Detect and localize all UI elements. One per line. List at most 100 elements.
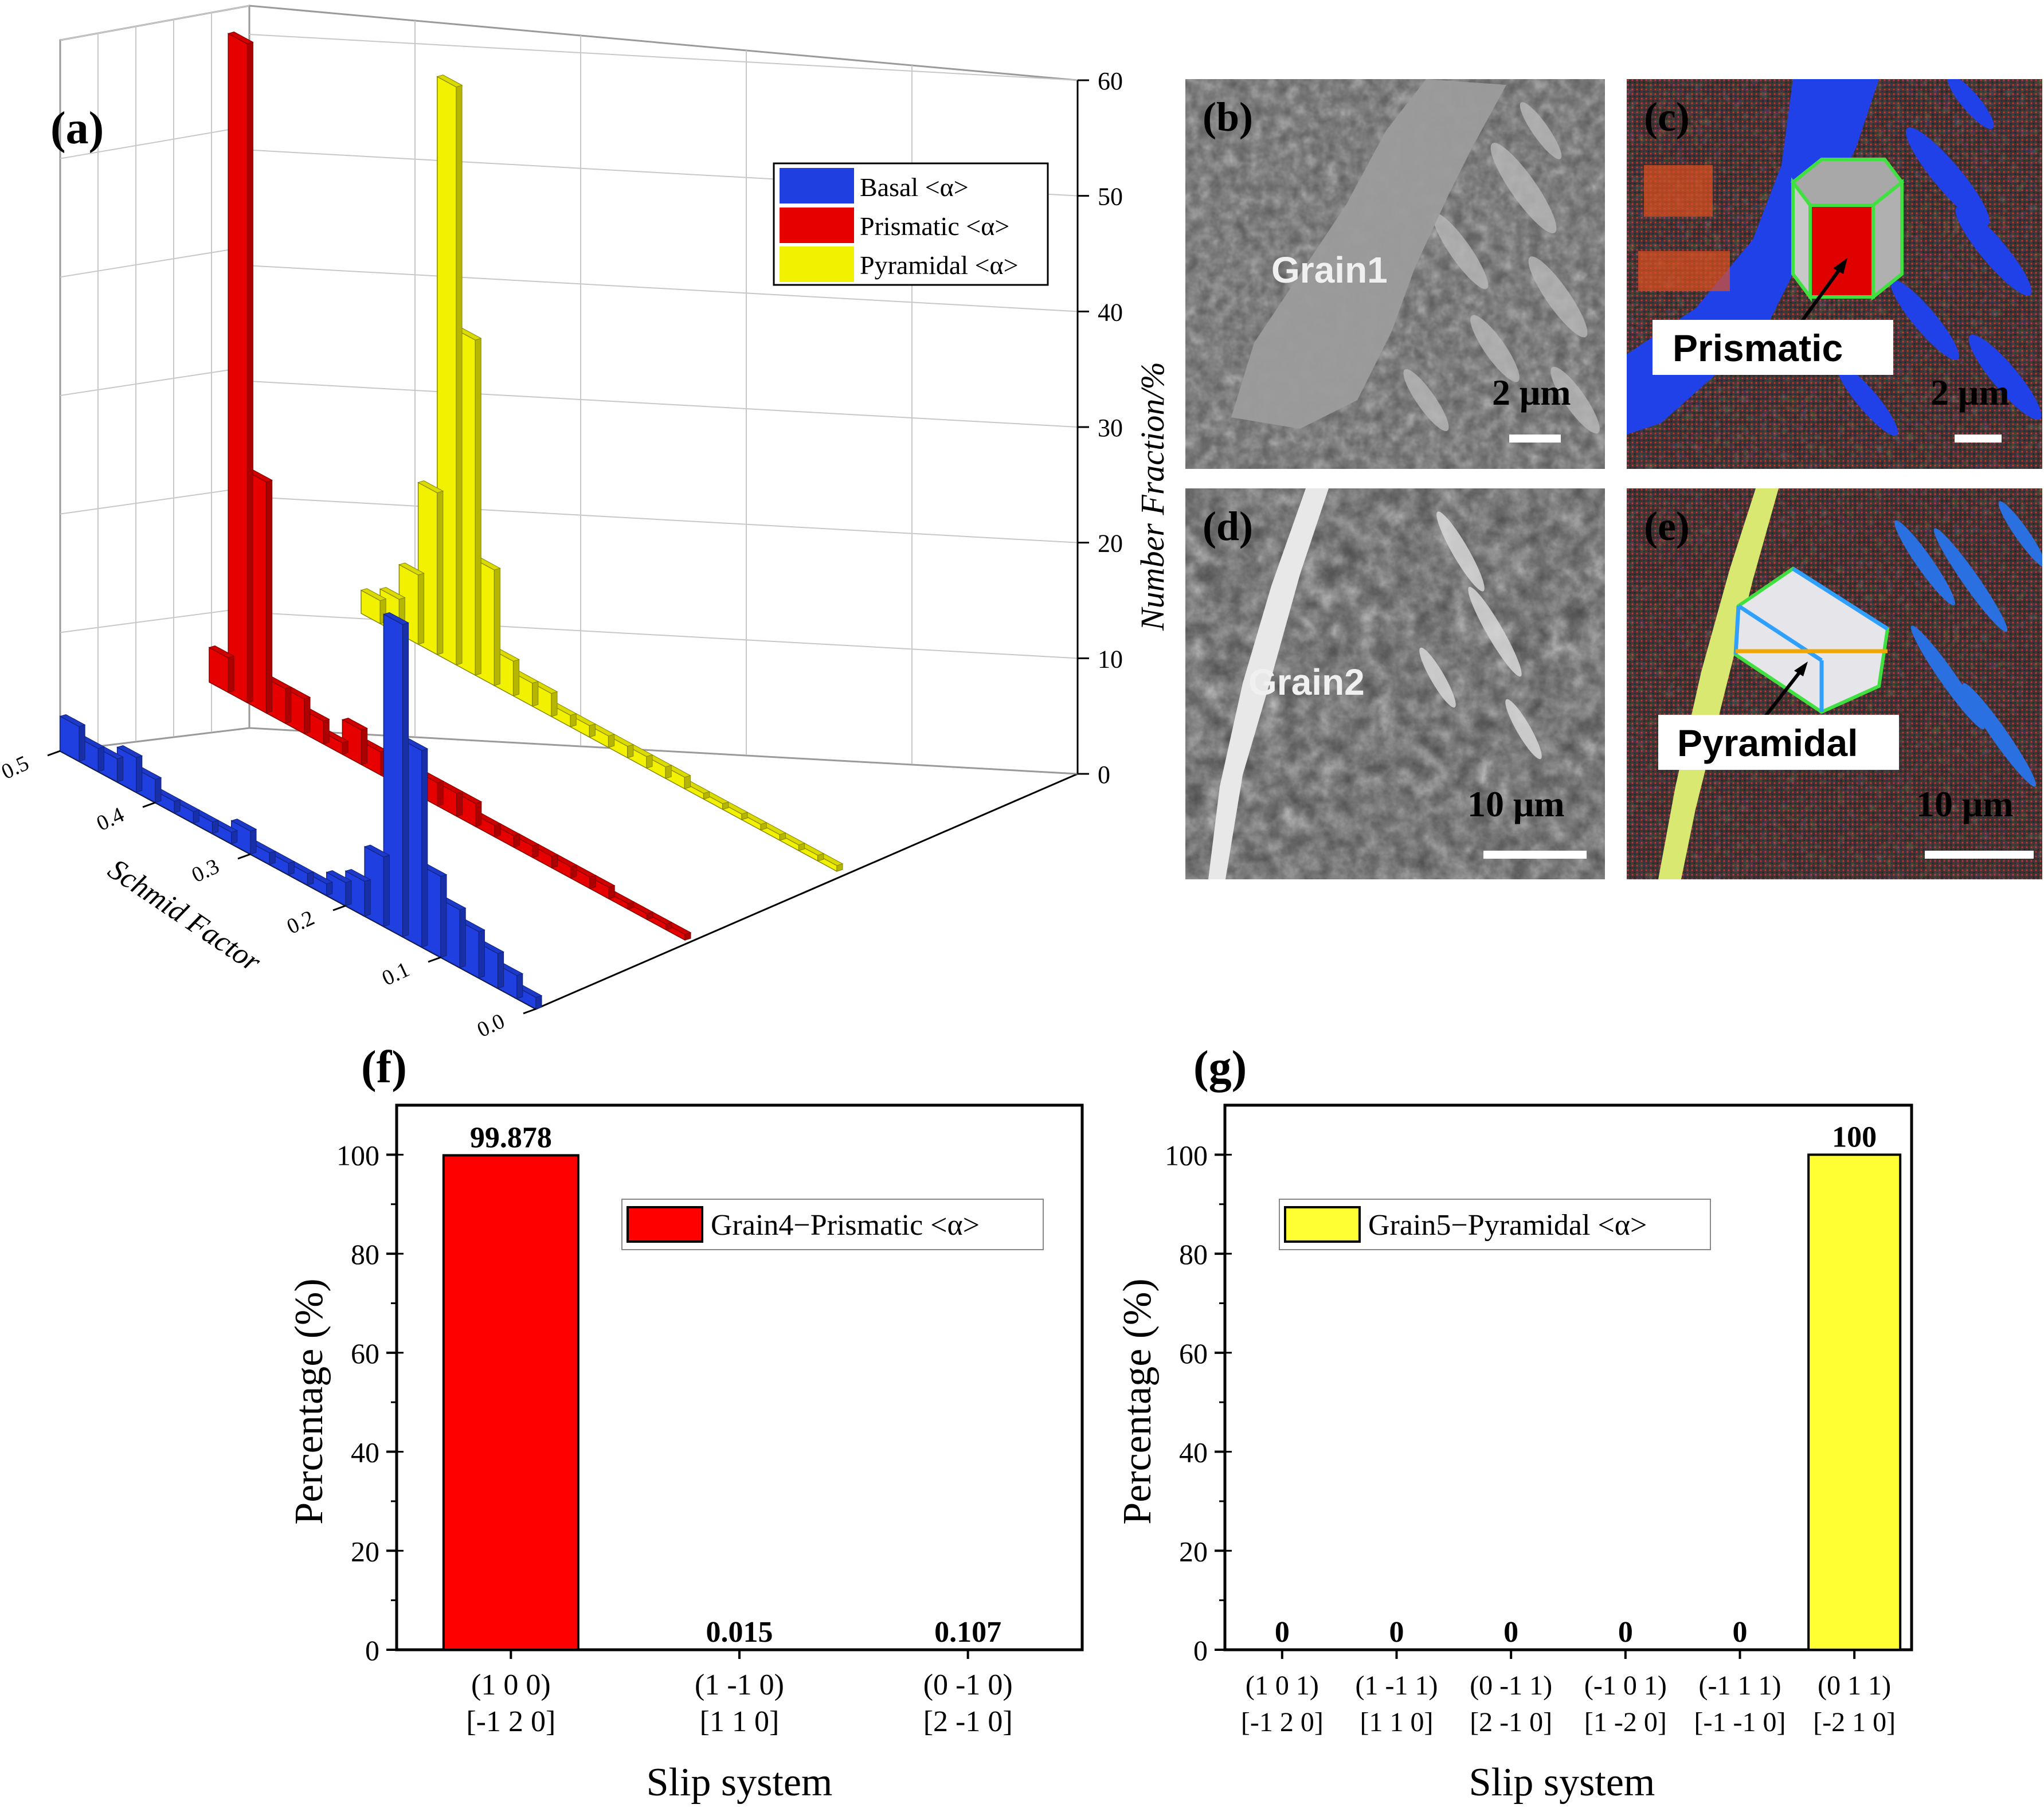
- y-tick-label: 60: [351, 1337, 379, 1369]
- hist-bar-top: [363, 844, 390, 858]
- y-tick-label: 0: [1193, 1634, 1208, 1666]
- left-wall-gridline: [60, 366, 250, 396]
- x-category-plane: (1 -1 1): [1356, 1670, 1438, 1701]
- hist-bar-side: [117, 756, 124, 782]
- hist-bar-side: [456, 790, 463, 817]
- panel-a-grid: [60, 5, 1078, 765]
- hist-bar-side: [516, 973, 523, 999]
- x-category-direction: [-2 1 0]: [1813, 1707, 1896, 1737]
- prismatic-crystal-icon: [1790, 158, 1905, 302]
- grain2-region: [1208, 488, 1329, 879]
- bar-value-label: 0: [1618, 1616, 1633, 1649]
- bar-value-label: 0.107: [934, 1616, 1001, 1649]
- hist-bar-side: [494, 568, 500, 686]
- legend-basal: Basal <α>: [860, 173, 969, 202]
- legend-swatch-basal: [780, 168, 854, 203]
- x-category-direction: [1 1 0]: [1360, 1707, 1434, 1737]
- x-category-direction: [-1 2 0]: [1241, 1707, 1323, 1737]
- x-category-plane: (1 0 1): [1246, 1670, 1319, 1701]
- hist-bar-side: [79, 724, 85, 762]
- panel-e-scale-text: 10 μm: [1916, 784, 2014, 824]
- panel-c-scale-text: 2 μm: [1931, 372, 2010, 413]
- hist-bar-top: [436, 75, 463, 88]
- x-tick-label: 0.5: [0, 751, 33, 784]
- y-tick-label: 100: [1165, 1139, 1208, 1171]
- x-category-plane: (0 1 1): [1818, 1670, 1891, 1701]
- x-category-plane: (-1 1 1): [1699, 1670, 1781, 1701]
- hist-bar-side: [440, 874, 447, 958]
- hist-bar-side: [246, 41, 253, 703]
- hist-bar-side: [570, 864, 577, 879]
- bar-value-label: 0.015: [706, 1616, 773, 1649]
- panel-e-label: (e): [1644, 503, 1690, 549]
- hist-bar-side: [532, 680, 539, 707]
- x-category-plane: (0 -1 1): [1470, 1670, 1552, 1701]
- panel-d-sem-image: Grain2 (d) 10 μm: [1185, 488, 1605, 879]
- x-tick: [237, 853, 251, 860]
- back-wall-gridline: [249, 496, 1078, 543]
- panel-b-scale-bar: [1509, 435, 1561, 443]
- bar: [1807, 1153, 1902, 1651]
- hist-bar-side: [437, 490, 444, 655]
- panel-d-scale-bar: [1483, 851, 1587, 859]
- hist-bar-side: [589, 875, 596, 889]
- plot-frame: [1223, 1103, 1913, 1651]
- panel-g-ylabel: Percentage (%): [1115, 1278, 1160, 1524]
- legend-swatch-pyramidal: [780, 246, 854, 282]
- bar-value-label: 100: [1832, 1121, 1877, 1153]
- panel-e-scale-bar: [1925, 851, 2034, 859]
- x-tick-label: 0.2: [283, 906, 318, 939]
- hist-bar-side: [323, 718, 330, 745]
- x-category-plane: (1 0 0): [471, 1669, 551, 1701]
- hist-bar-side: [437, 780, 444, 807]
- hist-bar-side: [535, 995, 542, 1009]
- hist-bar-top: [344, 868, 371, 882]
- back-wall-gridline: [249, 34, 1078, 81]
- hist-bar-side: [326, 882, 333, 896]
- hist-bar-side: [342, 741, 349, 755]
- pyramidal-annotation: Pyramidal: [1677, 722, 1858, 764]
- left-wall-gridline: [60, 607, 250, 633]
- grain2-label: Grain2: [1248, 662, 1365, 703]
- hist-bar-side: [269, 851, 276, 865]
- hist-bar-side: [646, 754, 653, 769]
- hist-bar-side: [288, 861, 295, 875]
- x-tick: [47, 750, 61, 757]
- x-axis-title: Schmid Factor: [102, 853, 267, 979]
- x-category-direction: [1 1 0]: [700, 1705, 780, 1738]
- back-wall-gridline: [249, 265, 1078, 312]
- bar-value-label: 0: [1275, 1616, 1290, 1649]
- hist-bar-side: [285, 686, 292, 724]
- hist-bar-side: [307, 871, 314, 886]
- prismatic-annotation: Prismatic: [1673, 327, 1843, 369]
- hist-bar-side: [551, 691, 558, 717]
- x-category-plane: (1 -1 0): [695, 1669, 784, 1701]
- panel-a-bars: [59, 31, 844, 1010]
- hist-bar-top: [379, 586, 406, 600]
- x-category-direction: [-1 -1 0]: [1694, 1707, 1786, 1737]
- panel-g-bar-chart: (g) Percentage (%) Slip system 0 20 40 60 80…: [1115, 1042, 1913, 1805]
- hist-bar-top: [342, 717, 368, 731]
- bar-value-label: 99.878: [470, 1121, 552, 1154]
- z-tick-label: 60: [1098, 67, 1123, 95]
- left-wall-gridline: [60, 126, 250, 159]
- hist-bar-side: [402, 622, 409, 937]
- y-tick-label: 100: [336, 1139, 379, 1171]
- panel-a-3d-histogram: 0 10 20 30 40 50 60 0.0 0.1 0.2 0.3 0.4 0.5 (a) Numb…: [0, 5, 1171, 1042]
- panel-f-label: (f): [361, 1042, 407, 1093]
- y-tick-label: 20: [1179, 1535, 1208, 1567]
- hist-bar-top: [383, 612, 409, 625]
- bar: [442, 1154, 579, 1651]
- panel-e-ebsd-map: Pyramidal (e) 10 μm: [1627, 488, 2042, 879]
- y-tick-label: 60: [1179, 1337, 1208, 1369]
- back-wall-gridline: [249, 381, 1078, 428]
- bar-value-label: 0: [1389, 1616, 1404, 1649]
- x-category-plane: (-1 0 1): [1584, 1670, 1667, 1701]
- x-tick-label: 0.0: [473, 1009, 508, 1042]
- hist-bar-side: [475, 338, 481, 676]
- z-tick-label: 10: [1098, 645, 1123, 673]
- panel-f-bar-chart: (f) Percentage (%) Slip system 0 20 40 60 80…: [287, 1042, 1084, 1805]
- y-tick-label: 20: [351, 1535, 379, 1567]
- panel-f-plot: 0 20 40 60 80 100 (1 0 0) [-1 2 0] 99.878 (1 -1 0…: [336, 1103, 1084, 1738]
- y-tick-label: 0: [365, 1634, 379, 1666]
